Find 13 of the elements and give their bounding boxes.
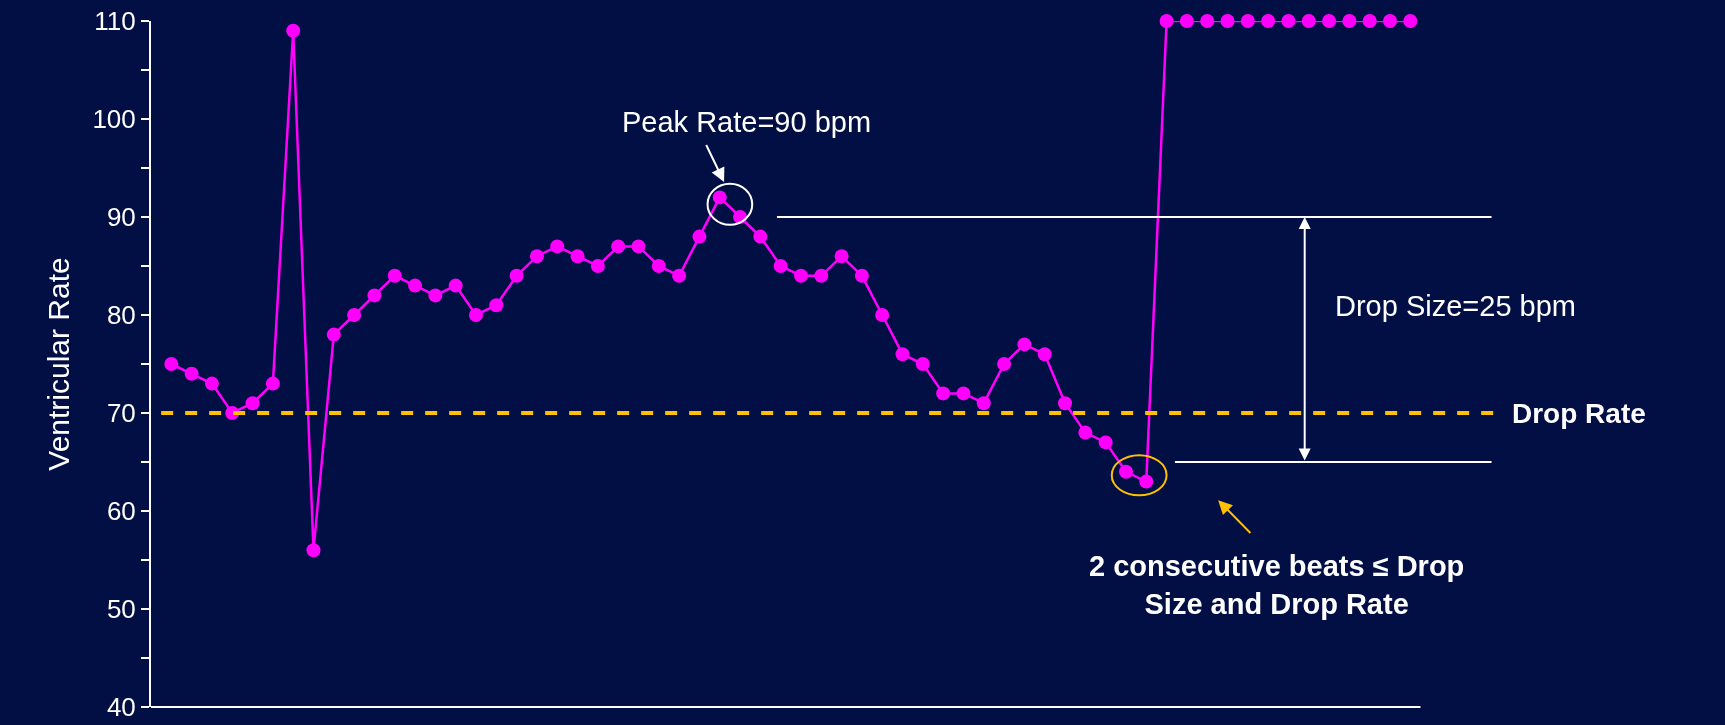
y-tick-label: 100 bbox=[92, 104, 136, 135]
annotation: 2 consecutive beats ≤ Drop Size and Drop Rate bbox=[1089, 550, 1465, 620]
annotation: Drop Size=25 bpm bbox=[1335, 290, 1576, 322]
ref-line-label: Drop Rate bbox=[1512, 398, 1646, 429]
y-axis-title: Ventricular Rate bbox=[41, 257, 75, 471]
y-tick-label: 40 bbox=[106, 692, 136, 723]
y-tick-label: 90 bbox=[106, 202, 136, 233]
y-tick-label: 70 bbox=[106, 398, 136, 429]
y-tick-label: 110 bbox=[94, 6, 136, 37]
annotation: Peak Rate=90 bpm bbox=[622, 106, 872, 138]
y-tick-label: 50 bbox=[106, 594, 136, 625]
y-tick-label: 60 bbox=[106, 496, 136, 527]
y-tick-label: 80 bbox=[106, 300, 136, 331]
